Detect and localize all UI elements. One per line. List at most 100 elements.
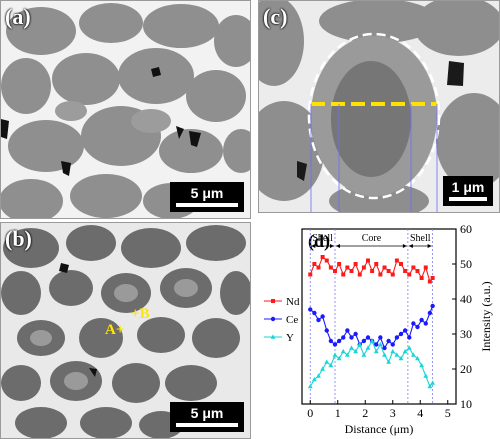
point-ce-1 <box>312 310 317 316</box>
point-y-7 <box>336 355 342 361</box>
legend-marker-nd <box>271 299 275 303</box>
scale-bar-b: 5 μm <box>170 402 244 432</box>
x-tick-label-4: 4 <box>417 406 423 420</box>
point-ce-11 <box>353 331 358 337</box>
legend-label-ce: Ce <box>286 314 298 326</box>
point-nd-28 <box>423 265 428 270</box>
y-tick-label-3: 40 <box>460 292 472 306</box>
point-ce-28 <box>423 321 428 326</box>
y-tick-label-4: 50 <box>460 257 472 271</box>
point-nd-10 <box>349 269 354 273</box>
point-y-2 <box>316 373 321 378</box>
marker-a-cross: + <box>115 322 125 338</box>
point-ce-20 <box>390 342 395 347</box>
point-nd-1 <box>312 262 317 266</box>
point-y-28 <box>423 373 429 378</box>
point-nd-25 <box>411 265 416 270</box>
point-ce-14 <box>365 335 371 340</box>
point-y-12 <box>357 341 363 347</box>
point-y-3 <box>320 366 326 371</box>
point-y-21 <box>394 352 400 357</box>
scale-bar-label-a: 5 μm <box>190 185 224 201</box>
y-tick-label-0: 10 <box>460 397 472 411</box>
x-tick-label-0: 0 <box>307 406 313 420</box>
point-nd-26 <box>415 269 420 273</box>
point-ce-5 <box>328 338 334 344</box>
point-y-23 <box>402 348 408 354</box>
region-arrowhead-left-0 <box>311 244 316 248</box>
legend-label-y: Y <box>286 332 294 344</box>
scale-bar-line-c <box>449 197 487 201</box>
point-nd-13 <box>361 265 366 270</box>
point-y-22 <box>398 355 404 361</box>
point-y-4 <box>324 359 330 364</box>
point-y-5 <box>328 362 334 368</box>
point-ce-3 <box>320 314 325 319</box>
legend-marker-y <box>270 334 276 339</box>
x-axis-title: Distance (μm) <box>345 422 414 436</box>
point-ce-10 <box>349 335 354 340</box>
point-y-11 <box>353 348 359 354</box>
point-nd-16 <box>374 262 379 266</box>
scale-bar-label-c: 1 μm <box>451 179 485 195</box>
sem-panel-b: (b) A+ +B 5 μm <box>0 222 251 439</box>
point-y-24 <box>406 345 412 350</box>
scale-bar-c: 1 μm <box>443 176 493 206</box>
point-ce-26 <box>415 324 420 330</box>
scale-bar-line-b <box>176 423 238 427</box>
point-nd-24 <box>407 272 412 277</box>
point-nd-3 <box>320 255 325 259</box>
point-ce-27 <box>419 317 424 323</box>
point-y-10 <box>349 345 354 350</box>
point-nd-30 <box>430 276 435 280</box>
region-arrowhead-right-2 <box>427 244 432 248</box>
marker-b: +B <box>131 306 150 323</box>
region-label-0: Shell <box>312 233 333 244</box>
point-ce-30 <box>430 303 435 309</box>
plot-frame <box>301 228 457 405</box>
point-ce-16 <box>374 342 379 347</box>
point-nd-11 <box>353 262 358 266</box>
point-nd-23 <box>403 269 408 273</box>
point-y-26 <box>415 355 420 361</box>
region-label-2: Shell <box>410 233 431 244</box>
point-ce-29 <box>427 310 433 316</box>
marker-a-label: A <box>105 322 116 338</box>
scale-bar-line-a <box>176 203 238 207</box>
sem-panel-c: (c) 1 μm <box>258 0 500 213</box>
legend-marker-ce <box>270 316 276 322</box>
sem-image-b <box>1 223 250 438</box>
point-ce-9 <box>345 328 350 333</box>
linescan-plot-panel: (d) Shell Core Shell 0 1 2 3 4 5 10 20 30 40 50 60 Dista… <box>258 219 500 439</box>
point-ce-4 <box>324 328 329 333</box>
point-y-6 <box>332 352 338 357</box>
point-nd-29 <box>427 279 432 284</box>
point-ce-8 <box>341 335 346 340</box>
region-label-1: Core <box>362 233 382 244</box>
point-y-20 <box>390 348 396 354</box>
sem-panel-a: (a) 5 μm <box>0 0 251 219</box>
point-nd-19 <box>386 269 391 273</box>
region-arrowhead-left-1 <box>336 244 340 248</box>
point-nd-4 <box>324 258 329 263</box>
point-nd-15 <box>370 269 375 273</box>
point-y-14 <box>365 345 371 350</box>
panel-label-c: (c) <box>263 4 288 29</box>
point-ce-19 <box>386 338 391 344</box>
point-nd-5 <box>328 265 333 270</box>
point-y-13 <box>361 352 367 357</box>
point-y-29 <box>427 383 433 389</box>
point-nd-27 <box>419 276 424 280</box>
point-nd-12 <box>357 272 362 277</box>
point-nd-18 <box>382 265 387 270</box>
panel-label-b: (b) <box>5 226 32 251</box>
x-tick-label-2: 2 <box>362 406 368 420</box>
point-y-1 <box>311 376 317 382</box>
point-y-17 <box>377 341 383 347</box>
sem-image-a <box>1 1 250 218</box>
point-ce-2 <box>316 317 321 323</box>
point-y-27 <box>419 362 425 368</box>
point-nd-9 <box>345 265 350 270</box>
region-arrowhead-left-2 <box>408 244 413 248</box>
